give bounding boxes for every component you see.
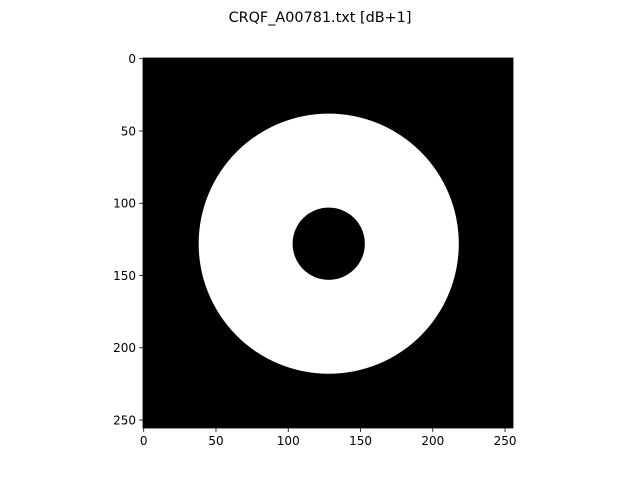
x-axis: 0 50 100 150 200 250 [140, 428, 517, 448]
image-layer [143, 58, 513, 428]
axes: 0 50 100 150 200 250 0 50 100 150 200 250 [113, 52, 516, 448]
y-tick-label: 100 [113, 197, 136, 211]
chart-title: CRQF_A00781.txt [dB+1] [229, 10, 412, 26]
x-tick-label: 200 [421, 434, 444, 448]
y-tick-label: 200 [113, 341, 136, 355]
y-tick-label: 0 [128, 52, 136, 66]
x-tick-label: 0 [140, 434, 148, 448]
annulus-inner-hole [292, 207, 365, 280]
y-axis: 0 50 100 150 200 250 [113, 52, 143, 427]
y-tick-label: 150 [113, 269, 136, 283]
y-tick-label: 250 [113, 413, 136, 427]
x-tick-label: 100 [277, 434, 300, 448]
x-tick-label: 250 [494, 434, 517, 448]
x-tick-label: 50 [208, 434, 223, 448]
axes-frame [142, 57, 514, 429]
x-tick-label: 150 [349, 434, 372, 448]
y-tick-label: 50 [121, 124, 136, 138]
